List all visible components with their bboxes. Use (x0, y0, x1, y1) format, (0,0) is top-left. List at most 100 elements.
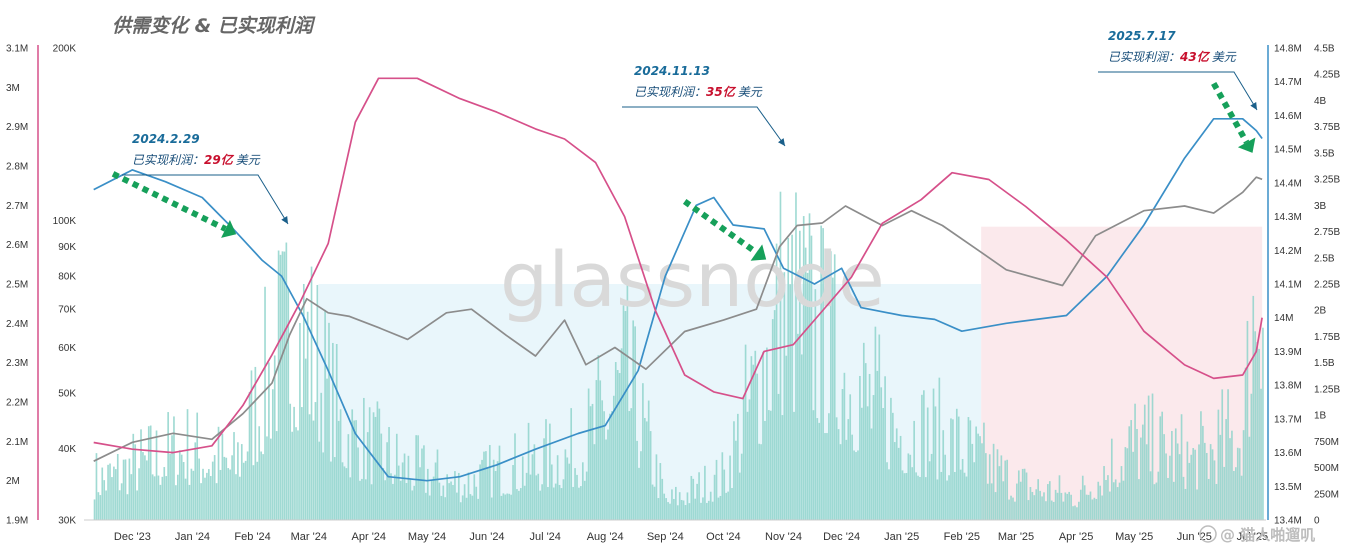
volume-bar-170 (423, 445, 425, 520)
volume-bar-530 (1120, 466, 1123, 520)
right-inner-tick-label: 13.8M (1274, 381, 1302, 392)
left-inner-tick-label: 60K (58, 343, 76, 354)
volume-bar-24 (140, 429, 142, 520)
volume-bar-370 (810, 235, 813, 520)
volume-bar-77 (242, 462, 245, 520)
volume-bar-221 (521, 456, 524, 520)
left-outer-tick-label: 2.4M (6, 319, 28, 330)
volume-bar-13 (118, 490, 121, 520)
annotation-value: 35亿 (706, 85, 737, 99)
credit-group: @ 猫人啪遛叽 (1199, 525, 1315, 544)
volume-bar-496 (1054, 489, 1057, 520)
volume-bar-51 (192, 470, 195, 520)
volume-bar-480 (1023, 468, 1026, 520)
volume-bar-557 (1172, 481, 1175, 520)
volume-bar-373 (816, 418, 819, 520)
volume-bar-140 (364, 479, 367, 520)
volume-bar-121 (328, 322, 330, 520)
volume-bar-212 (504, 494, 507, 520)
volume-bar-430 (926, 407, 929, 520)
volume-bar-136 (357, 447, 359, 520)
volume-bar-595 (1246, 320, 1249, 520)
volume-bar-96 (279, 254, 282, 520)
volume-bar-376 (822, 228, 824, 520)
volume-bar-303 (680, 499, 683, 520)
volume-bar-573 (1203, 442, 1206, 520)
volume-bar-148 (380, 433, 383, 520)
volume-bar-68 (225, 457, 228, 520)
right-outer-tick-label: 4B (1314, 96, 1327, 107)
volume-bar-266 (609, 413, 611, 520)
volume-bar-209 (498, 445, 501, 520)
watermark-text: glassnode (500, 235, 885, 324)
volume-bar-322 (717, 497, 720, 520)
volume-bar-67 (223, 456, 226, 520)
volume-bar-438 (942, 430, 945, 520)
volume-bar-225 (529, 474, 532, 520)
volume-bar-179 (440, 495, 443, 520)
volume-bar-197 (475, 486, 478, 520)
volume-bar-481 (1025, 472, 1028, 520)
volume-bar-491 (1045, 501, 1047, 520)
trend-arrows (111, 81, 1256, 261)
volume-bar-158 (399, 480, 402, 520)
volume-bar-314 (702, 497, 704, 520)
annotation-date-1: 2024.2.29 (132, 132, 200, 146)
volume-bar-499 (1060, 492, 1063, 520)
volume-bar-510 (1081, 475, 1084, 520)
volume-bar-168 (419, 467, 421, 520)
x-tick-label: Apr '24 (352, 531, 387, 543)
volume-bar-188 (457, 472, 460, 520)
volume-bar-405 (878, 334, 881, 520)
volume-bar-304 (682, 500, 685, 520)
volume-bar-321 (715, 459, 718, 520)
trend-arrow-2-head (750, 244, 767, 261)
volume-bar-203 (487, 468, 489, 520)
volume-bar-88 (264, 286, 266, 520)
volume-bar-106 (299, 323, 301, 520)
right-inner-tick-label: 14.1M (1274, 280, 1302, 291)
volume-bar-295 (665, 498, 667, 520)
volume-bar-91 (270, 438, 272, 520)
volume-bar-85 (258, 426, 261, 520)
volume-bar-297 (669, 503, 671, 520)
volume-bar-543 (1145, 444, 1148, 520)
volume-bar-155 (394, 474, 396, 520)
volume-bar-172 (426, 468, 429, 520)
volume-bar-412 (892, 412, 894, 520)
volume-bar-381 (831, 277, 834, 520)
series-lines (93, 77, 1263, 482)
volume-bar-305 (684, 505, 687, 520)
volume-bar-451 (967, 417, 970, 520)
volume-bar-582 (1221, 389, 1224, 520)
annotation-arrowhead-1 (281, 216, 288, 224)
volume-bar-28 (147, 426, 150, 520)
volume-bar-404 (876, 370, 879, 520)
volume-bar-276 (628, 411, 631, 520)
volume-bar-442 (950, 418, 952, 520)
volume-bar-292 (659, 463, 662, 520)
volume-bars (93, 191, 1264, 521)
volume-bar-393 (855, 452, 857, 520)
volume-bar-275 (626, 282, 629, 520)
volume-bar-358 (787, 237, 790, 521)
volume-bar-368 (806, 272, 809, 520)
volume-bar-318 (709, 491, 712, 520)
volume-bar-206 (492, 459, 495, 520)
volume-bar-55 (200, 483, 202, 520)
volume-bar-20 (132, 433, 135, 520)
volume-bar-63 (215, 483, 218, 520)
volume-bar-406 (880, 387, 883, 520)
volume-bar-490 (1043, 492, 1045, 520)
x-tick-label: Jun '24 (469, 531, 504, 543)
annotation-unit: 美元 (236, 153, 261, 167)
volume-bar-526 (1112, 482, 1115, 520)
volume-bar-576 (1209, 444, 1212, 520)
annotation-value: 43亿 (1179, 50, 1211, 64)
volume-bar-465 (994, 492, 997, 520)
volume-bar-261 (599, 380, 602, 520)
volume-bar-401 (870, 428, 873, 520)
left-outer-tick-label: 2.5M (6, 280, 28, 291)
volume-bar-194 (469, 494, 472, 520)
right-outer-tick-label: 750M (1314, 437, 1339, 448)
